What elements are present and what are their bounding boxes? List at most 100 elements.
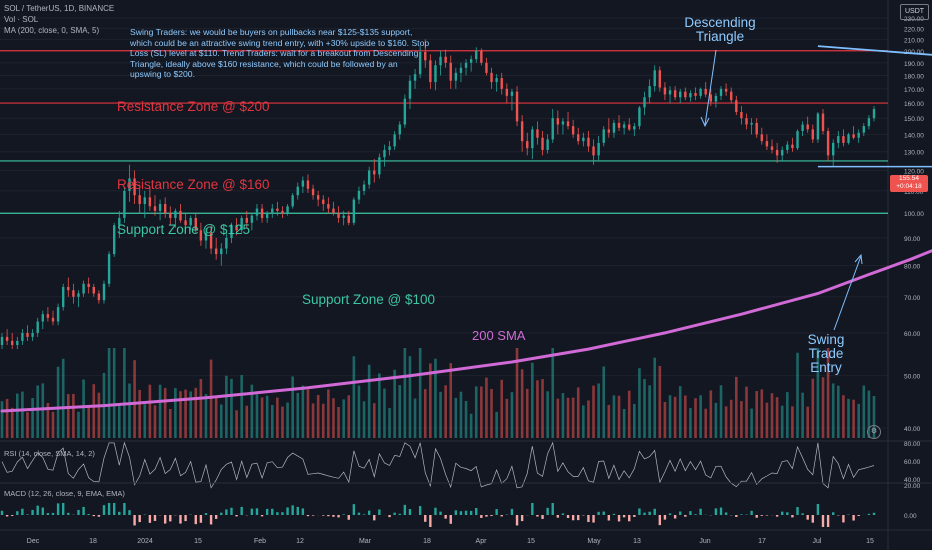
currency-badge[interactable]: USDT	[900, 4, 929, 20]
macd-histogram-bar	[515, 515, 519, 526]
volume-bar	[658, 366, 662, 438]
candle-body	[0, 336, 4, 345]
candle-body	[556, 118, 560, 125]
candle-body	[816, 113, 820, 140]
candle-body	[424, 51, 427, 61]
candle-body	[209, 232, 213, 249]
last-price: 155.54	[899, 175, 919, 182]
candle-body	[622, 124, 626, 128]
candle-body	[301, 180, 305, 187]
volume-bar	[745, 386, 748, 438]
candle-body	[26, 332, 29, 337]
volume-bar	[342, 399, 345, 438]
macd-histogram-bar	[373, 515, 376, 521]
macd-histogram-bar	[541, 515, 544, 519]
macd-histogram-bar	[362, 514, 366, 515]
candle-body	[199, 230, 203, 241]
macd-histogram-bar	[628, 515, 631, 522]
macd-histogram-bar	[781, 511, 784, 515]
macd-histogram-bar	[133, 515, 136, 526]
candle-body	[719, 88, 723, 96]
macd-histogram-bar	[449, 515, 452, 524]
volume-bar	[347, 395, 351, 438]
macd-histogram-bar	[87, 514, 90, 515]
candle-body	[322, 199, 325, 205]
candle-body	[332, 208, 335, 214]
macd-histogram-bar	[714, 508, 718, 515]
candle-body	[352, 199, 356, 223]
candle-body	[31, 332, 34, 337]
price-tick: 160.00	[904, 101, 924, 108]
volume-bar	[56, 366, 60, 438]
support-100-label: Support Zone @ $100	[302, 292, 436, 307]
settings-icon[interactable]: ⚙	[867, 425, 881, 439]
triangle-annotation-line2: Triangle	[695, 29, 745, 44]
time-tick: Feb	[254, 538, 266, 545]
volume-bar	[505, 398, 509, 438]
price-tick: 140.00	[904, 132, 924, 139]
volume-bar	[174, 388, 177, 438]
swing-annotation-line3: Entry	[810, 360, 842, 375]
macd-histogram-bar	[260, 515, 264, 517]
volume-bar	[362, 401, 366, 438]
candle-body	[643, 97, 646, 108]
volume-bar	[694, 398, 697, 438]
volume-bar	[709, 390, 713, 438]
volume-bar	[260, 397, 264, 438]
candle-body	[46, 314, 50, 318]
time-tick: Jul	[813, 538, 822, 545]
candle-body	[832, 142, 835, 156]
candle-body	[398, 124, 401, 135]
candle-body	[225, 237, 228, 249]
candle-body	[112, 225, 116, 255]
candle-body	[158, 204, 162, 211]
candle-body	[36, 321, 39, 333]
volume-bar	[66, 394, 70, 438]
volume-bar	[184, 389, 187, 438]
resistance-200-label: Resistance Zone @ $200	[117, 99, 270, 114]
candle-body	[51, 317, 55, 322]
macd-histogram-bar	[97, 515, 101, 517]
macd-histogram-bar	[852, 515, 855, 521]
macd-histogram-bar	[41, 507, 44, 515]
candle-body	[286, 206, 289, 214]
volume-bar	[842, 395, 845, 438]
rsi-tick: 60.00	[904, 459, 921, 466]
macd-histogram-bar	[740, 514, 743, 515]
macd-histogram-bar	[220, 512, 223, 515]
macd-histogram-bar	[153, 515, 157, 521]
volume-bar	[87, 407, 90, 438]
volume-bar	[638, 368, 641, 438]
volume-bar	[418, 348, 422, 438]
macd-histogram-bar	[755, 515, 758, 518]
macd-histogram-bar	[357, 512, 361, 515]
volume-bar	[643, 379, 646, 438]
volume-bar	[765, 402, 769, 438]
candle-body	[602, 129, 605, 143]
volume-bar	[112, 348, 116, 438]
candle-body	[857, 132, 860, 138]
candle-body	[867, 118, 871, 127]
candle-body	[138, 195, 141, 205]
volume-bar	[520, 369, 524, 438]
time-tick: 12	[296, 538, 304, 545]
candle-body	[775, 149, 779, 156]
macd-histogram-bar	[612, 513, 616, 515]
candle-body	[342, 215, 345, 218]
candle-body	[724, 88, 728, 92]
macd-histogram-bar	[816, 504, 820, 515]
price-tick: 50.00	[904, 374, 921, 381]
macd-histogram-bar	[123, 503, 126, 515]
macd-histogram-bar	[403, 504, 407, 515]
volume-bar	[571, 397, 575, 438]
candle-body	[495, 78, 498, 83]
candle-body	[770, 146, 774, 150]
triangle-annotation: Descending Triangle	[660, 16, 780, 44]
candle-body	[582, 137, 585, 142]
macd-histogram-bar	[107, 503, 111, 515]
candle-body	[56, 307, 60, 322]
volume-bar	[750, 408, 753, 438]
volume-bar	[383, 388, 386, 438]
volume-bar	[434, 358, 437, 438]
candle-body	[612, 122, 616, 133]
